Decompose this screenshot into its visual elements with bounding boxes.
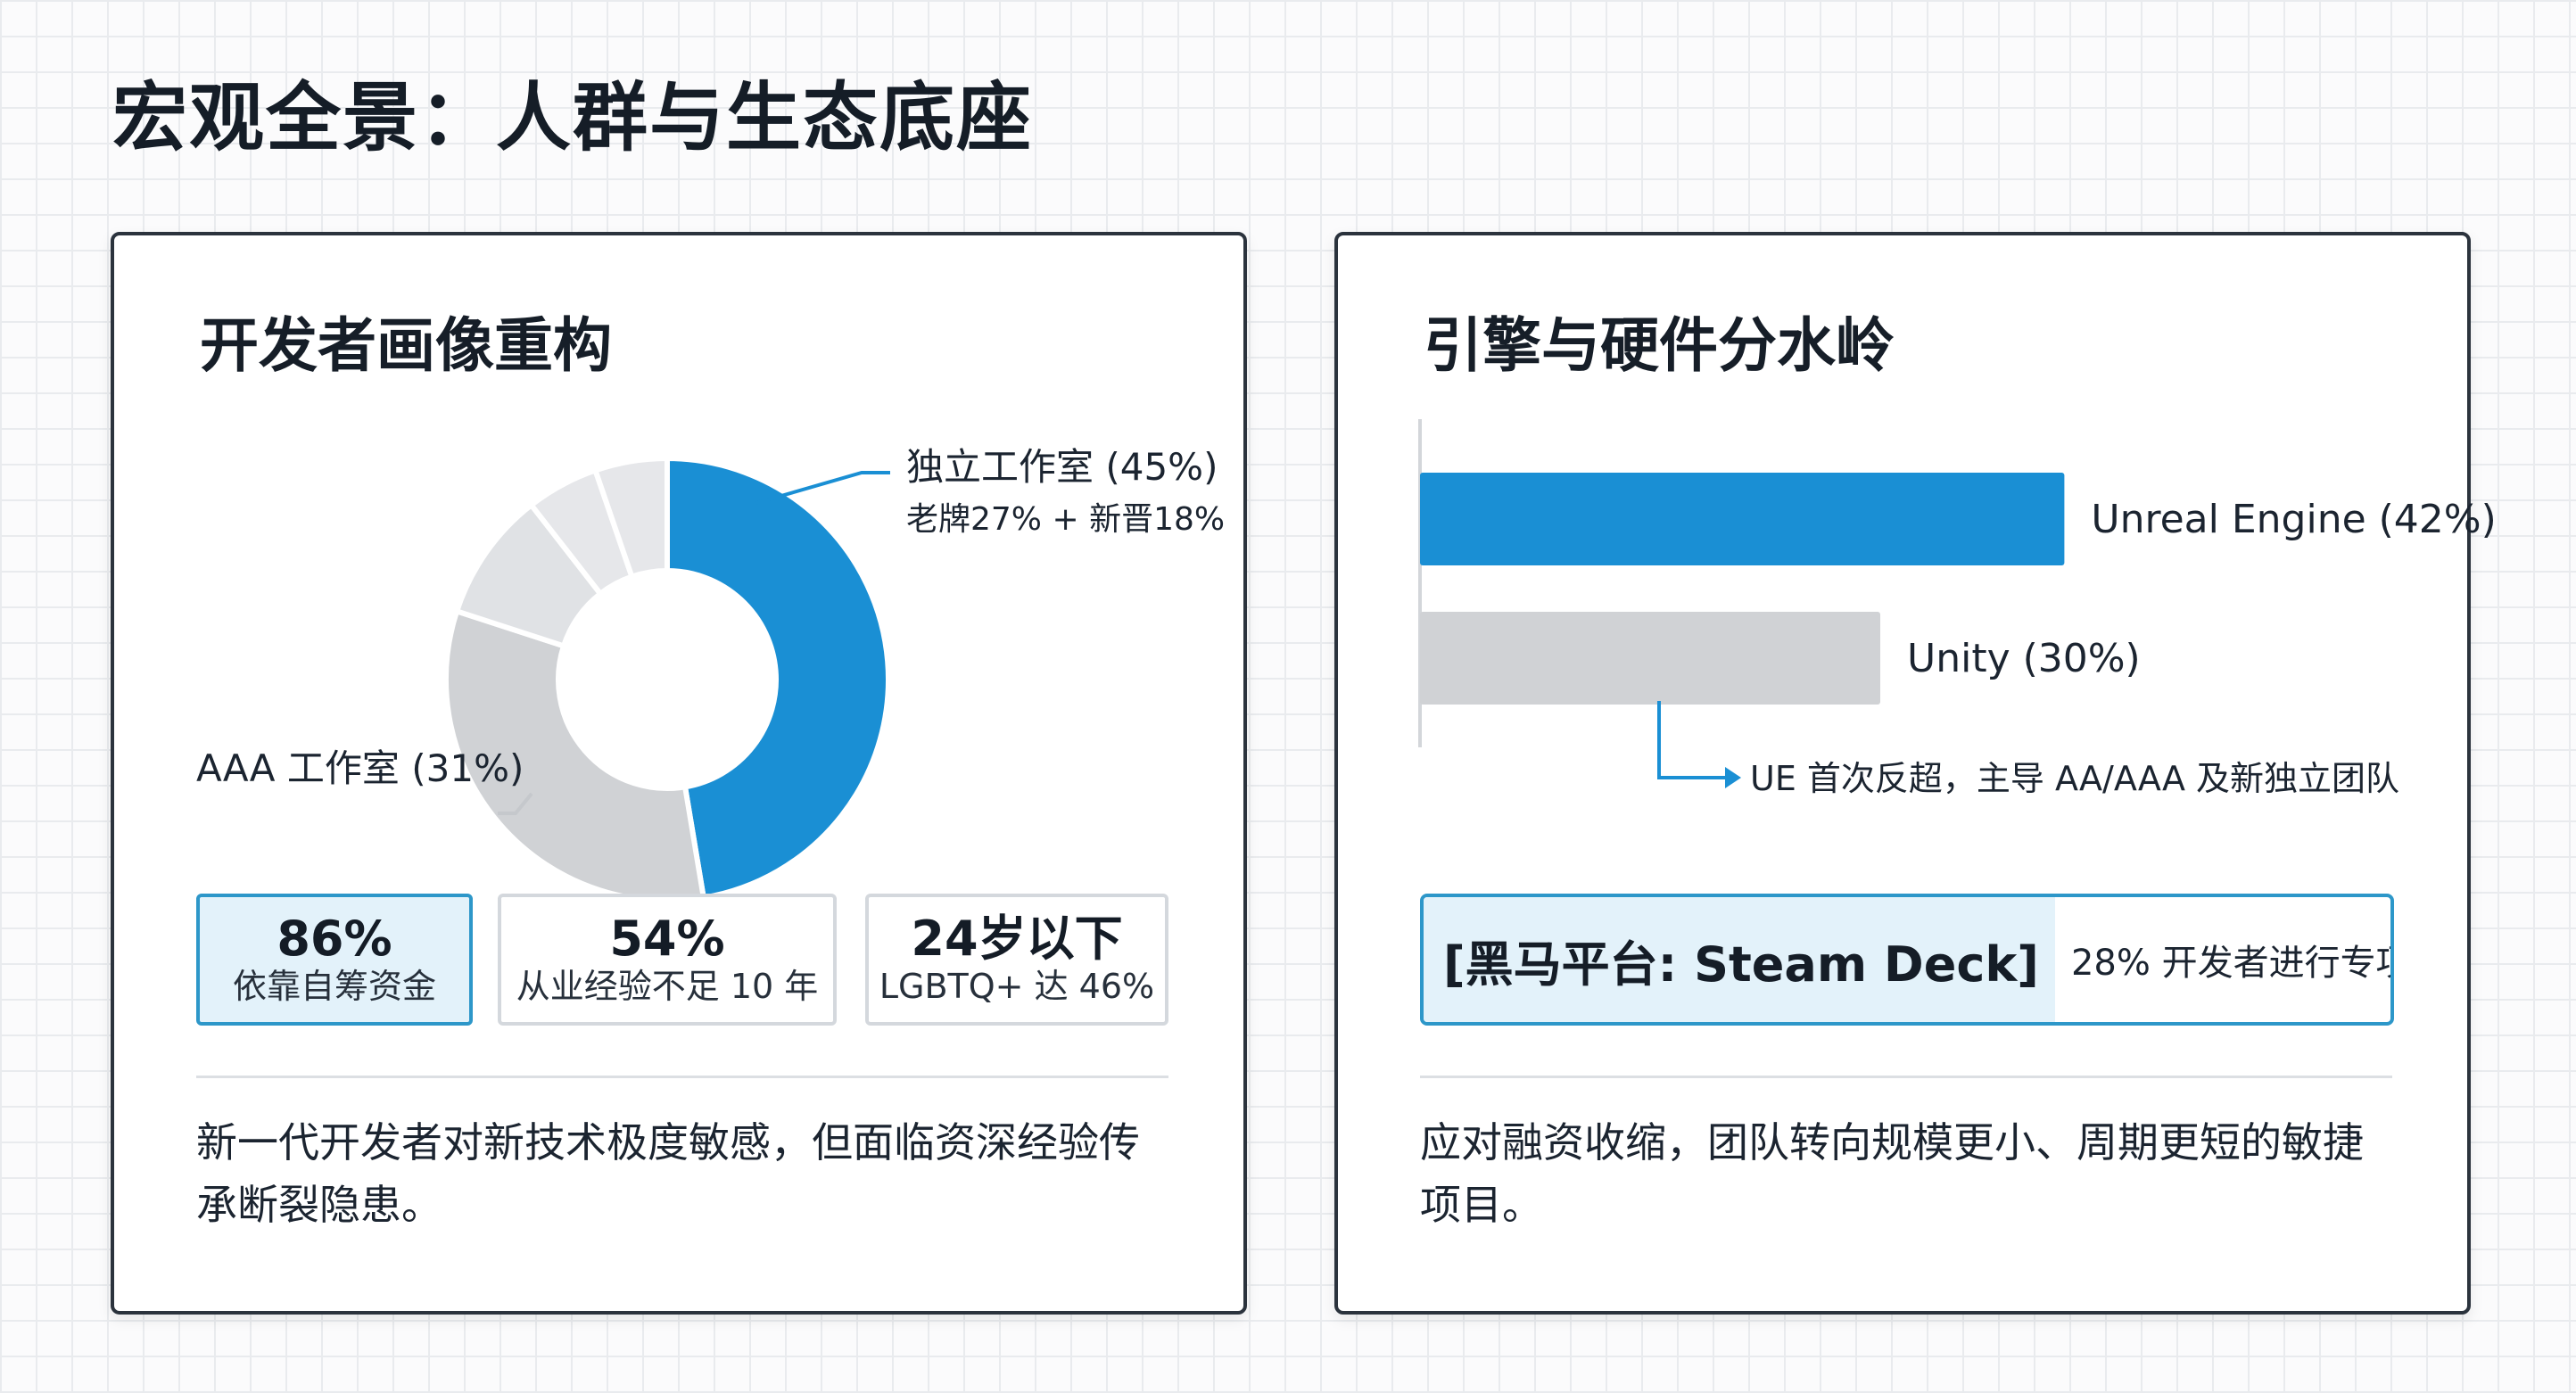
donut-slice-1 [443, 607, 707, 903]
stat-label: LGBTQ+ 达 46% [879, 967, 1155, 1007]
bar-0 [1420, 473, 2065, 565]
developer-profile-title: 开发者画像重构 [200, 311, 612, 380]
indie-slice-label: 独立工作室 (45%) [906, 445, 1218, 489]
stat-self-funded: 86% 依靠自筹资金 [196, 894, 473, 1026]
stat-label: 从业经验不足 10 年 [516, 967, 819, 1007]
stat-label: 依靠自筹资金 [232, 967, 436, 1007]
stat-value: 54% [609, 911, 725, 968]
engine-share-bar-chart: Unreal Engine (42%) Unity (30%) UE 首次反超，主… [1418, 419, 2497, 798]
stat-age-lgbtq: 24岁以下 LGBTQ+ 达 46% [865, 894, 1168, 1026]
left-card-divider [196, 1076, 1168, 1078]
donut-slice-0 [665, 455, 891, 902]
engine-hardware-card: 引擎与硬件分水岭 Unreal Engine (42%) Unity (30%) … [1334, 232, 2497, 1315]
page-title: 宏观全景：人群与生态底座 [112, 74, 1034, 161]
bar-label-0: Unreal Engine (42%) [2091, 497, 2496, 542]
engine-hardware-title: 引擎与硬件分水岭 [1424, 311, 1895, 380]
stat-experience: 54% 从业经验不足 10 年 [498, 894, 837, 1026]
stat-value: 24岁以下 [911, 911, 1123, 968]
bar-label-1: Unity (30%) [1907, 636, 2141, 681]
annotation-arrow-head [1725, 767, 1741, 788]
studio-type-donut-chart: 独立工作室 (45%) 老牌27% + 新晋18% AAA 工作室 (31%) [196, 445, 1225, 903]
callout-text: 28% 开发者进行专项优化 [2070, 943, 2390, 984]
indie-slice-sublabel: 老牌27% + 新晋18% [906, 501, 1225, 538]
right-card-summary: 应对融资收缩，团队转向规模更小、周期更短的敏捷项目。 [1420, 1118, 2364, 1229]
bar-1 [1420, 612, 1880, 705]
callout-tag: [黑马平台: Steam Deck] [1424, 897, 2055, 1022]
indie-leader-line [755, 471, 890, 505]
stat-value: 86% [277, 911, 392, 968]
annotation-arrow-line [1657, 701, 1725, 779]
developer-profile-card: 开发者画像重构 独立工作室 (45%) 老牌27% + 新晋18% AAA 工作… [111, 232, 1247, 1315]
steam-deck-callout: [黑马平台: Steam Deck] 28% 开发者进行专项优化 [1420, 894, 2394, 1026]
donut-slice-4 [591, 455, 670, 581]
right-card-divider [1420, 1076, 2392, 1078]
left-card-summary: 新一代开发者对新技术极度敏感，但面临资深经验传承断裂隐患。 [196, 1118, 1140, 1229]
engine-annotation: UE 首次反超，主导 AA/AAA 及新独立团队 [1750, 759, 2399, 798]
aaa-leader-line [498, 792, 533, 815]
aaa-slice-label: AAA 工作室 (31%) [196, 746, 524, 790]
